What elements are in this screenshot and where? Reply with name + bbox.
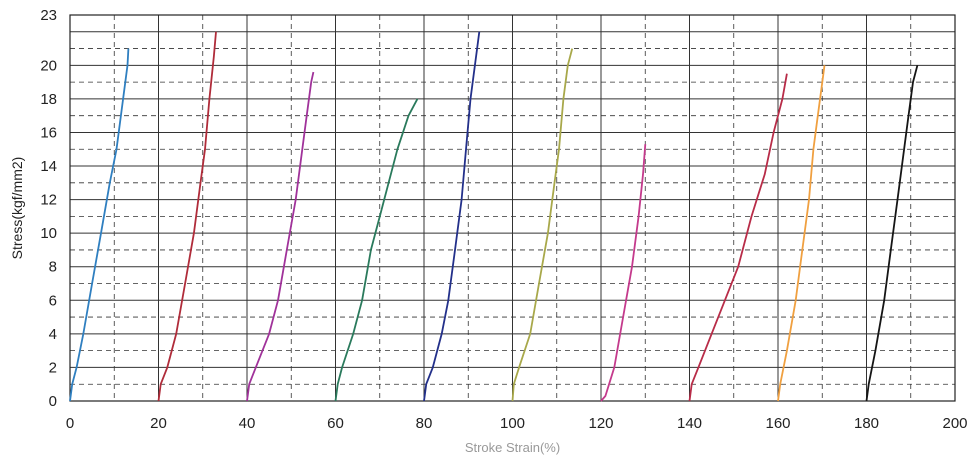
y-tick-label: 18: [40, 91, 57, 108]
y-tick-label: 6: [49, 292, 57, 309]
y-tick-label: 10: [40, 225, 57, 242]
x-tick-label: 20: [150, 415, 167, 432]
x-tick-label: 200: [942, 415, 967, 432]
tick-labels: 0 20 40 60 80 100 120 140 160 180 200 0 2 4 6 8 10 12 14 16…: [40, 7, 967, 432]
y-tick-label: 20: [40, 57, 57, 74]
y-tick-label: 4: [49, 326, 57, 343]
series-line-5: [423, 31, 481, 402]
series-line-8: [688, 73, 788, 402]
y-tick-label: 12: [40, 192, 57, 209]
y-tick-label: 8: [49, 259, 57, 276]
x-axis-label: Stroke Strain(%): [465, 440, 560, 455]
y-tick-label: 14: [40, 158, 57, 175]
plot-frame: [69, 14, 956, 402]
series-line-10: [865, 65, 919, 402]
x-tick-label: 40: [239, 415, 256, 432]
y-tick-label: 16: [40, 124, 57, 141]
x-tick-label: 160: [765, 415, 790, 432]
x-tick-label: 100: [500, 415, 525, 432]
y-tick-label: 0: [49, 393, 57, 410]
series-line-3: [246, 71, 315, 402]
y-tick-label: 2: [49, 359, 57, 376]
grid: [69, 14, 956, 402]
series-line-7: [600, 144, 647, 402]
y-tick-label: 23: [40, 7, 57, 24]
x-tick-label: 60: [327, 415, 344, 432]
series-line-6: [511, 48, 574, 402]
x-tick-label: 80: [416, 415, 433, 432]
x-tick-label: 0: [66, 415, 74, 432]
y-axis-label: Stress(kgf/mm2): [9, 157, 25, 260]
x-tick-label: 180: [854, 415, 879, 432]
series-line-2: [157, 31, 217, 402]
x-tick-label: 120: [588, 415, 613, 432]
series-line-9: [777, 65, 826, 402]
series-line-1: [69, 48, 130, 402]
series-group: [69, 31, 919, 402]
x-tick-label: 140: [677, 415, 702, 432]
series-line-4: [334, 98, 419, 402]
